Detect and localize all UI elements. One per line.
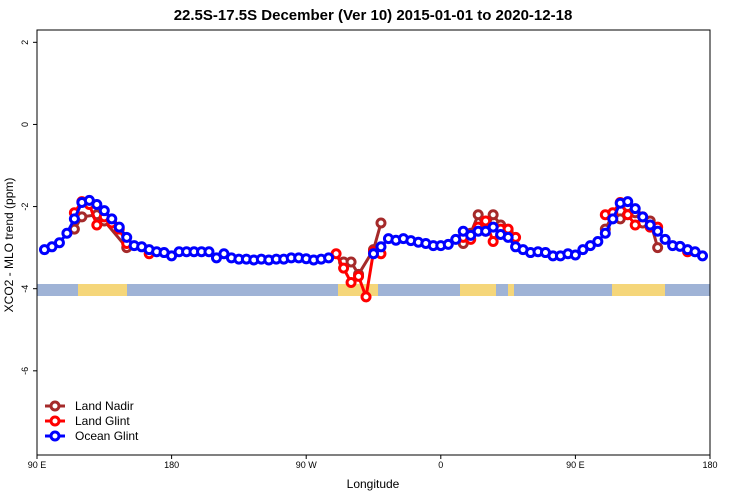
data-point bbox=[68, 213, 80, 225]
data-point bbox=[637, 211, 649, 223]
x-tick-label: 180 bbox=[164, 460, 179, 470]
data-point bbox=[91, 219, 103, 231]
data-point bbox=[375, 241, 387, 253]
data-point bbox=[622, 196, 634, 208]
data-point bbox=[569, 249, 581, 261]
y-tick-label: 0 bbox=[20, 122, 30, 127]
y-tick-label: -4 bbox=[20, 285, 30, 293]
land-strip bbox=[612, 284, 665, 296]
legend-marker bbox=[49, 430, 61, 442]
y-tick-label: -6 bbox=[20, 367, 30, 375]
data-point bbox=[106, 213, 118, 225]
land-strip bbox=[338, 284, 378, 296]
data-point bbox=[487, 209, 499, 221]
legend-label: Ocean Glint bbox=[75, 429, 139, 443]
data-point bbox=[345, 277, 357, 289]
data-point bbox=[472, 209, 484, 221]
land-mask bbox=[37, 284, 710, 296]
data-point bbox=[203, 246, 215, 258]
data-point bbox=[98, 205, 110, 217]
y-axis-label: XCO2 - MLO trend (ppm) bbox=[2, 178, 16, 313]
data-point bbox=[121, 231, 133, 243]
data-point bbox=[450, 233, 462, 245]
data-point bbox=[487, 221, 499, 233]
data-point bbox=[53, 237, 65, 249]
data-point bbox=[592, 235, 604, 247]
data-point bbox=[659, 233, 671, 245]
data-point bbox=[652, 242, 664, 254]
data-point bbox=[607, 213, 619, 225]
data-point bbox=[644, 219, 656, 231]
data-point bbox=[652, 225, 664, 237]
data-point bbox=[338, 262, 350, 274]
data-point bbox=[113, 221, 125, 233]
land-strip bbox=[78, 284, 127, 296]
legend-label: Land Nadir bbox=[75, 399, 134, 413]
legend-marker bbox=[49, 415, 61, 427]
data-point bbox=[323, 252, 335, 264]
data-point bbox=[368, 248, 379, 260]
data-point bbox=[629, 219, 641, 231]
y-tick-label: -2 bbox=[20, 203, 30, 211]
legend-label: Land Glint bbox=[75, 414, 130, 428]
data-point bbox=[502, 231, 514, 243]
x-axis-label: Longitude bbox=[347, 477, 400, 491]
x-tick-label: 0 bbox=[438, 460, 443, 470]
land-strip bbox=[460, 284, 496, 296]
plot-frame bbox=[36, 29, 711, 456]
x-tick-label: 90 W bbox=[296, 460, 318, 470]
chart-title: 22.5S-17.5S December (Ver 10) 2015-01-01… bbox=[174, 7, 573, 24]
data-point bbox=[622, 209, 634, 221]
legend-marker bbox=[49, 400, 61, 412]
y-tick-label: 2 bbox=[20, 40, 30, 45]
data-point bbox=[629, 203, 641, 215]
data-point bbox=[91, 199, 103, 211]
data-point bbox=[360, 291, 372, 303]
series-line bbox=[73, 204, 660, 278]
land-strip bbox=[508, 284, 514, 296]
data-point bbox=[487, 235, 499, 247]
data-point bbox=[697, 250, 709, 262]
x-tick-label: 180 bbox=[702, 460, 717, 470]
x-tick-label: 90 E bbox=[28, 460, 47, 470]
data-point bbox=[353, 270, 365, 282]
x-tick-label: 90 E bbox=[566, 460, 585, 470]
data-point bbox=[599, 227, 611, 239]
data-point bbox=[480, 215, 492, 227]
data-point bbox=[442, 238, 454, 250]
data-point bbox=[61, 227, 73, 239]
data-point bbox=[345, 256, 357, 268]
data-point bbox=[375, 217, 387, 229]
